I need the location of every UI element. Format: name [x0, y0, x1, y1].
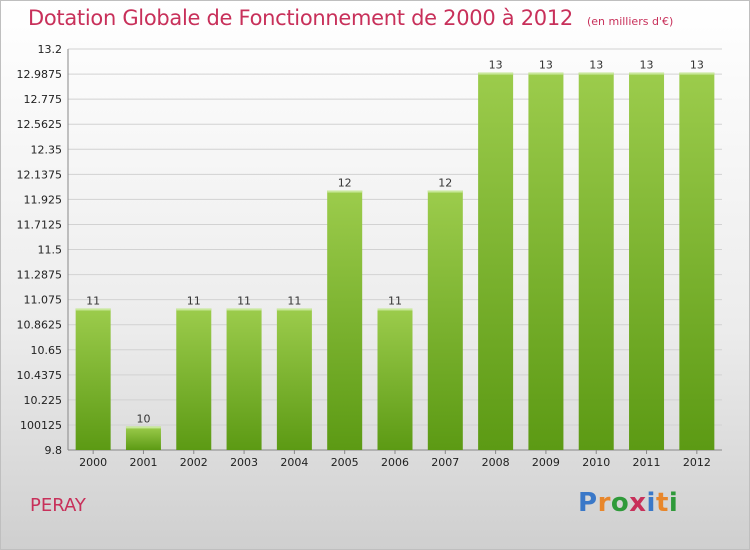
bar-2006 [377, 308, 413, 450]
y-tick-label: 100125 [20, 419, 62, 432]
bar-2011 [629, 72, 665, 451]
y-tick-label: 12.5625 [17, 118, 63, 131]
logo-letter: i [668, 488, 679, 518]
y-tick-label: 12.9875 [17, 68, 63, 81]
data-label: 12 [438, 177, 452, 190]
x-tick-label: 2011 [633, 456, 661, 469]
chart-title-text: Dotation Globale de Fonctionnement de 20… [28, 6, 573, 30]
bar-2012 [679, 72, 715, 451]
data-label: 11 [187, 294, 201, 307]
y-tick-label: 12.35 [31, 143, 63, 156]
bar-highlight [679, 72, 715, 75]
x-tick-label: 2001 [129, 456, 157, 469]
bar-highlight [327, 190, 363, 193]
x-tick-label: 2008 [482, 456, 510, 469]
y-tick-label: 10.4375 [17, 369, 63, 382]
bar-highlight [226, 308, 262, 311]
data-label: 12 [338, 177, 352, 190]
y-tick-label: 12.775 [24, 93, 63, 106]
logo-letter: P [578, 488, 598, 518]
bar-2007 [427, 190, 463, 450]
y-tick-label: 11.075 [24, 294, 63, 307]
y-tick-label: 10.8625 [17, 319, 63, 332]
bar-2008 [478, 72, 514, 451]
bar-2001 [125, 426, 161, 450]
bar-highlight [427, 190, 463, 193]
logo-letter: x [629, 488, 647, 518]
logo-letter: r [597, 488, 611, 518]
bars [75, 72, 715, 451]
bar-highlight [528, 72, 564, 75]
x-tick-labels: 2000 2001 2002 2003 2004 2005 2006 2007 2008 2009… [79, 450, 711, 469]
x-tick-label: 2002 [180, 456, 208, 469]
logo-letter: t [655, 488, 669, 518]
x-tick-label: 2004 [280, 456, 308, 469]
data-label: 13 [489, 59, 503, 72]
data-labels: 11 10 11 11 11 12 11 12 13 13 13 13 13 [86, 59, 704, 426]
y-tick-label: 9.8 [45, 444, 63, 457]
logo-letter: o [610, 488, 630, 518]
bar-2005 [327, 190, 363, 450]
bar-2004 [276, 308, 312, 450]
bar-highlight [377, 308, 413, 311]
x-tick-label: 2010 [582, 456, 610, 469]
data-label: 13 [539, 59, 553, 72]
bar-highlight [276, 308, 312, 311]
y-tick-label: 12.1375 [17, 168, 63, 181]
y-tick-label: 11.925 [24, 193, 63, 206]
bar-highlight [176, 308, 212, 311]
commune-name: PERAY [30, 495, 86, 516]
bar-highlight [125, 426, 161, 429]
x-tick-label: 2003 [230, 456, 258, 469]
y-tick-labels: 9.8 100125 10.225 10.4375 10.65 10.8625 11.075… [17, 43, 63, 457]
data-label: 10 [136, 412, 150, 425]
data-label: 13 [589, 59, 603, 72]
y-tick-label: 11.7125 [17, 218, 63, 231]
chart-title: Dotation Globale de Fonctionnement de 20… [28, 6, 673, 30]
y-tick-label: 10.225 [24, 394, 63, 407]
x-tick-label: 2006 [381, 456, 409, 469]
bar-highlight [629, 72, 665, 75]
x-tick-label: 2012 [683, 456, 711, 469]
x-tick-label: 2009 [532, 456, 560, 469]
data-label: 11 [388, 294, 402, 307]
bar-2003 [226, 308, 262, 450]
data-label: 11 [287, 294, 301, 307]
x-tick-label: 2005 [331, 456, 359, 469]
proxiti-logo[interactable]: Proxiti [578, 488, 678, 518]
bar-highlight [75, 308, 111, 311]
bar-2000 [75, 308, 111, 450]
chart-subtitle: (en milliers d'€) [586, 15, 674, 28]
data-label: 11 [237, 294, 251, 307]
bar-2010 [578, 72, 614, 451]
x-tick-label: 2000 [79, 456, 107, 469]
data-label: 11 [86, 294, 100, 307]
bar-highlight [578, 72, 614, 75]
bar-2002 [176, 308, 212, 450]
bar-highlight [478, 72, 514, 75]
x-tick-label: 2007 [431, 456, 459, 469]
bar-2009 [528, 72, 564, 451]
data-label: 13 [690, 59, 704, 72]
y-tick-label: 10.65 [31, 344, 63, 357]
y-tick-label: 13.2 [38, 43, 63, 56]
y-tick-label: 11.5 [38, 244, 63, 257]
logo-letter: i [646, 488, 656, 518]
data-label: 13 [640, 59, 654, 72]
y-tick-label: 11.2875 [17, 269, 63, 282]
